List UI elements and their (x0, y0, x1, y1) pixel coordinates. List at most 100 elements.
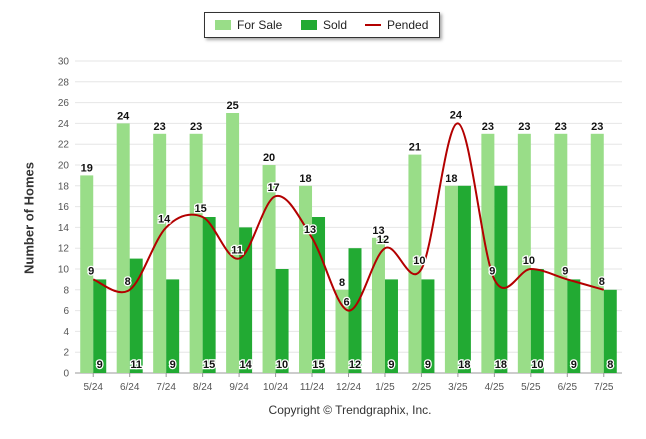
data-label-pended: 6 (343, 297, 349, 309)
data-label-for-sale: 23 (154, 121, 166, 133)
y-tick-label: 26 (58, 98, 70, 109)
bar-for-sale (226, 113, 240, 373)
data-label-sold: 14 (239, 359, 252, 371)
bar-sold (384, 279, 398, 373)
data-label-pended: 9 (489, 265, 495, 277)
bar-for-sale (371, 237, 385, 373)
bar-for-sale (262, 165, 276, 373)
data-label-sold: 15 (203, 359, 215, 371)
y-tick-label: 20 (58, 161, 70, 172)
data-label-sold: 18 (495, 359, 507, 371)
data-label-for-sale: 23 (518, 121, 530, 133)
data-label-pended: 24 (450, 109, 463, 121)
y-tick-label: 2 (63, 348, 69, 359)
data-label-sold: 8 (607, 359, 613, 371)
legend-item-pended: Pended (365, 13, 428, 37)
x-tick-label: 6/24 (120, 382, 140, 393)
data-label-pended: 14 (158, 213, 171, 225)
data-label-for-sale: 13 (372, 225, 384, 237)
legend-item-sold: Sold (301, 13, 347, 37)
x-tick-label: 12/24 (336, 382, 361, 393)
data-label-pended: 10 (523, 255, 535, 267)
bar-sold (457, 185, 471, 373)
data-label-for-sale: 23 (591, 121, 603, 133)
data-label-for-sale: 20 (263, 152, 275, 164)
bar-sold (603, 289, 617, 373)
data-label-sold: 10 (276, 359, 288, 371)
x-tick-label: 3/25 (448, 382, 468, 393)
x-tick-label: 7/25 (594, 382, 614, 393)
bar-for-sale (590, 133, 604, 373)
legend-label-for-sale: For Sale (237, 18, 283, 32)
x-tick-label: 9/24 (229, 382, 249, 393)
bar-for-sale (153, 133, 167, 373)
y-tick-label: 0 (63, 369, 69, 380)
y-tick-label: 24 (58, 119, 70, 130)
data-label-pended: 10 (413, 255, 425, 267)
data-label-pended: 9 (562, 265, 568, 277)
y-tick-label: 18 (58, 181, 70, 192)
x-tick-label: 8/24 (193, 382, 213, 393)
legend-swatch-for-sale (215, 20, 231, 30)
x-tick-label: 11/24 (300, 382, 325, 393)
bar-for-sale (80, 175, 94, 373)
y-tick-label: 30 (58, 57, 70, 68)
y-tick-label: 14 (58, 223, 70, 234)
y-tick-label: 12 (58, 244, 70, 255)
bar-sold (166, 279, 180, 373)
x-tick-label: 10/24 (263, 382, 288, 393)
data-label-for-sale: 8 (339, 277, 345, 289)
x-tick-label: 1/25 (375, 382, 395, 393)
data-label-pended: 8 (125, 276, 131, 288)
data-label-sold: 9 (170, 359, 176, 371)
legend-item-for-sale: For Sale (215, 13, 282, 37)
data-label-sold: 15 (312, 359, 324, 371)
data-label-pended: 17 (267, 182, 279, 194)
data-label-pended: 15 (195, 203, 207, 215)
data-label-sold: 11 (130, 359, 142, 371)
data-label-for-sale: 24 (117, 110, 130, 122)
bar-sold (348, 248, 362, 373)
chart-legend: For Sale Sold Pended (204, 12, 440, 38)
bar-for-sale (444, 185, 458, 373)
data-label-sold: 9 (97, 359, 103, 371)
bar-sold (312, 217, 326, 373)
y-tick-label: 8 (63, 285, 69, 296)
bar-sold (239, 227, 253, 373)
data-label-sold: 9 (425, 359, 431, 371)
legend-label-sold: Sold (323, 18, 348, 32)
bar-sold (275, 269, 289, 373)
data-label-pended: 8 (599, 276, 605, 288)
data-label-sold: 10 (531, 359, 543, 371)
y-tick-label: 4 (63, 327, 69, 338)
data-label-pended: 13 (304, 224, 316, 236)
bar-sold (494, 185, 508, 373)
data-label-for-sale: 23 (190, 121, 202, 133)
bar-sold (567, 279, 581, 373)
data-label-for-sale: 23 (482, 121, 494, 133)
data-label-for-sale: 23 (555, 121, 567, 133)
legend-swatch-sold (301, 20, 317, 30)
x-tick-label: 4/25 (485, 382, 505, 393)
x-tick-label: 6/25 (558, 382, 578, 393)
bar-for-sale (189, 133, 203, 373)
bar-sold (421, 279, 435, 373)
data-label-sold: 12 (349, 359, 361, 371)
legend-label-pended: Pended (387, 18, 429, 32)
x-tick-label: 7/24 (156, 382, 176, 393)
data-label-for-sale: 18 (299, 173, 311, 185)
x-tick-label: 5/25 (521, 382, 541, 393)
y-tick-label: 6 (63, 306, 69, 317)
data-label-pended: 9 (88, 265, 94, 277)
y-axis-title: Number of Homes (21, 162, 37, 274)
data-label-pended: 12 (377, 234, 389, 246)
data-label-pended: 11 (231, 245, 243, 257)
bar-for-sale (517, 133, 531, 373)
x-tick-label: 5/24 (83, 382, 103, 393)
y-tick-label: 16 (58, 202, 70, 213)
copyright-text: Copyright © Trendgraphix, Inc. (268, 403, 432, 417)
bar-for-sale (408, 154, 422, 373)
y-tick-label: 10 (58, 265, 70, 276)
data-label-sold: 9 (571, 359, 577, 371)
